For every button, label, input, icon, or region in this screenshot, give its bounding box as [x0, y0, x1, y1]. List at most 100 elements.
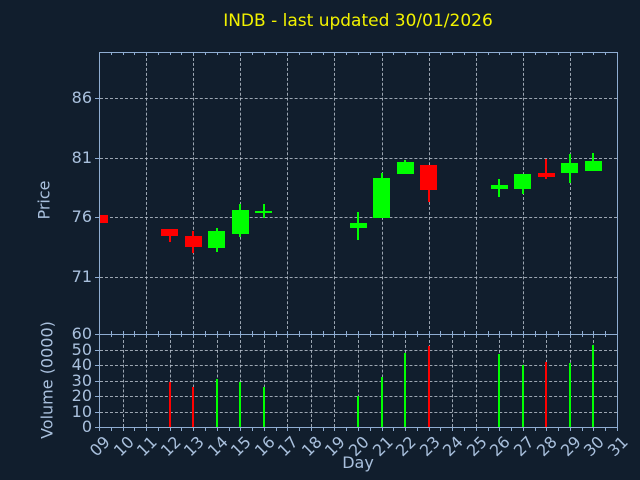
- volume-v-gridline: [358, 335, 359, 427]
- volume-y-tick: [95, 365, 99, 366]
- boundary-tick: [252, 331, 254, 337]
- top-spine-tick: [440, 52, 442, 55]
- x-axis-tick: [558, 427, 560, 431]
- top-spine-tick: [605, 52, 607, 55]
- boundary-tick: [322, 331, 324, 337]
- candle-body: [373, 177, 391, 219]
- volume-v-gridline: [475, 335, 477, 427]
- price-h-gridline: [100, 97, 617, 99]
- volume-bar: [215, 378, 218, 427]
- top-spine-tick: [617, 52, 618, 55]
- volume-bar: [545, 361, 548, 427]
- x-axis-tick: [228, 427, 230, 431]
- volume-bar: [192, 386, 195, 427]
- volume-v-gridline: [310, 335, 312, 427]
- volume-v-gridline: [122, 335, 124, 427]
- x-axis-tick: [193, 427, 195, 431]
- boundary-tick: [581, 331, 583, 337]
- volume-y-tick: [95, 411, 99, 413]
- boundary-tick: [146, 331, 148, 337]
- volume-y-tick-label: 50: [71, 339, 92, 359]
- candle-body: [490, 184, 508, 189]
- top-spine-tick: [558, 52, 560, 55]
- top-spine-tick: [240, 52, 242, 55]
- boundary-tick: [122, 331, 124, 337]
- x-axis-tick: [322, 427, 324, 431]
- top-spine-tick: [322, 52, 324, 55]
- top-spine-tick: [346, 52, 348, 55]
- volume-bar: [239, 382, 242, 427]
- boundary-tick: [511, 331, 513, 337]
- volume-y-tick: [95, 380, 99, 382]
- top-spine-tick: [581, 52, 583, 55]
- volume-bar: [404, 352, 407, 427]
- x-axis-tick: [310, 427, 312, 431]
- volume-y-tick-label: 60: [71, 324, 92, 343]
- chart-title: INDB - last updated 30/01/2026: [223, 11, 493, 31]
- candle-body: [349, 223, 367, 228]
- boundary-tick: [440, 331, 442, 337]
- x-axis-tick: [546, 427, 548, 431]
- candle-body: [231, 209, 249, 234]
- x-axis-tick: [393, 427, 395, 431]
- x-axis-tick: [181, 427, 183, 431]
- price-h-gridline: [100, 276, 617, 278]
- boundary-tick: [299, 331, 301, 337]
- boundary-tick: [487, 331, 489, 337]
- x-axis-tick: [405, 427, 407, 431]
- volume-v-gridline: [452, 335, 454, 427]
- x-axis-tick: [134, 427, 136, 431]
- candle-body: [161, 229, 179, 237]
- top-spine-tick: [381, 52, 383, 55]
- top-spine-tick: [110, 52, 112, 55]
- volume-bar: [380, 377, 383, 427]
- x-axis-tick: [216, 427, 218, 431]
- candle-wick: [262, 204, 265, 219]
- candle-body: [514, 174, 532, 189]
- volume-bar: [262, 386, 265, 427]
- top-spine-tick: [310, 52, 312, 55]
- boundary-tick: [334, 331, 336, 337]
- boundary-tick: [593, 331, 595, 337]
- price-y-tick-label: 86: [71, 87, 92, 107]
- candle-body: [100, 214, 108, 224]
- volume-bar: [568, 363, 571, 427]
- x-axis-tick: [99, 427, 100, 431]
- boundary-tick: [452, 331, 454, 337]
- top-spine-tick: [452, 52, 454, 55]
- x-axis-tick: [287, 427, 289, 431]
- top-spine-tick: [393, 52, 395, 55]
- boundary-tick: [216, 331, 218, 337]
- x-axis-tick: [569, 427, 571, 431]
- volume-v-gridline: [146, 335, 148, 427]
- top-spine-tick: [569, 52, 571, 55]
- x-axis-tick: [157, 427, 159, 431]
- top-spine-tick: [428, 52, 430, 55]
- x-axis-tick: [381, 427, 383, 431]
- boundary-tick: [228, 331, 230, 337]
- top-spine-tick: [593, 52, 595, 55]
- price-v-gridline: [287, 53, 289, 334]
- x-axis-tick: [252, 427, 254, 431]
- candle-body: [396, 162, 414, 175]
- candle-body: [184, 236, 202, 247]
- top-spine-tick: [287, 52, 289, 55]
- volume-bar: [498, 354, 501, 427]
- x-axis-tick: [452, 427, 454, 431]
- candle-wick: [545, 158, 548, 179]
- top-spine-tick: [181, 52, 183, 55]
- boundary-tick: [134, 331, 136, 337]
- top-spine-tick: [475, 52, 477, 55]
- volume-y-tick: [95, 427, 99, 428]
- top-spine-tick: [228, 52, 230, 55]
- candle-body: [255, 211, 273, 214]
- top-spine-tick: [122, 52, 124, 55]
- top-spine-tick: [252, 52, 254, 55]
- boundary-tick: [263, 331, 265, 337]
- boundary-tick: [393, 331, 395, 337]
- boundary-tick: [475, 331, 477, 337]
- price-axis-label: Price: [34, 180, 54, 220]
- boundary-tick: [463, 331, 465, 337]
- candle-body: [420, 164, 438, 190]
